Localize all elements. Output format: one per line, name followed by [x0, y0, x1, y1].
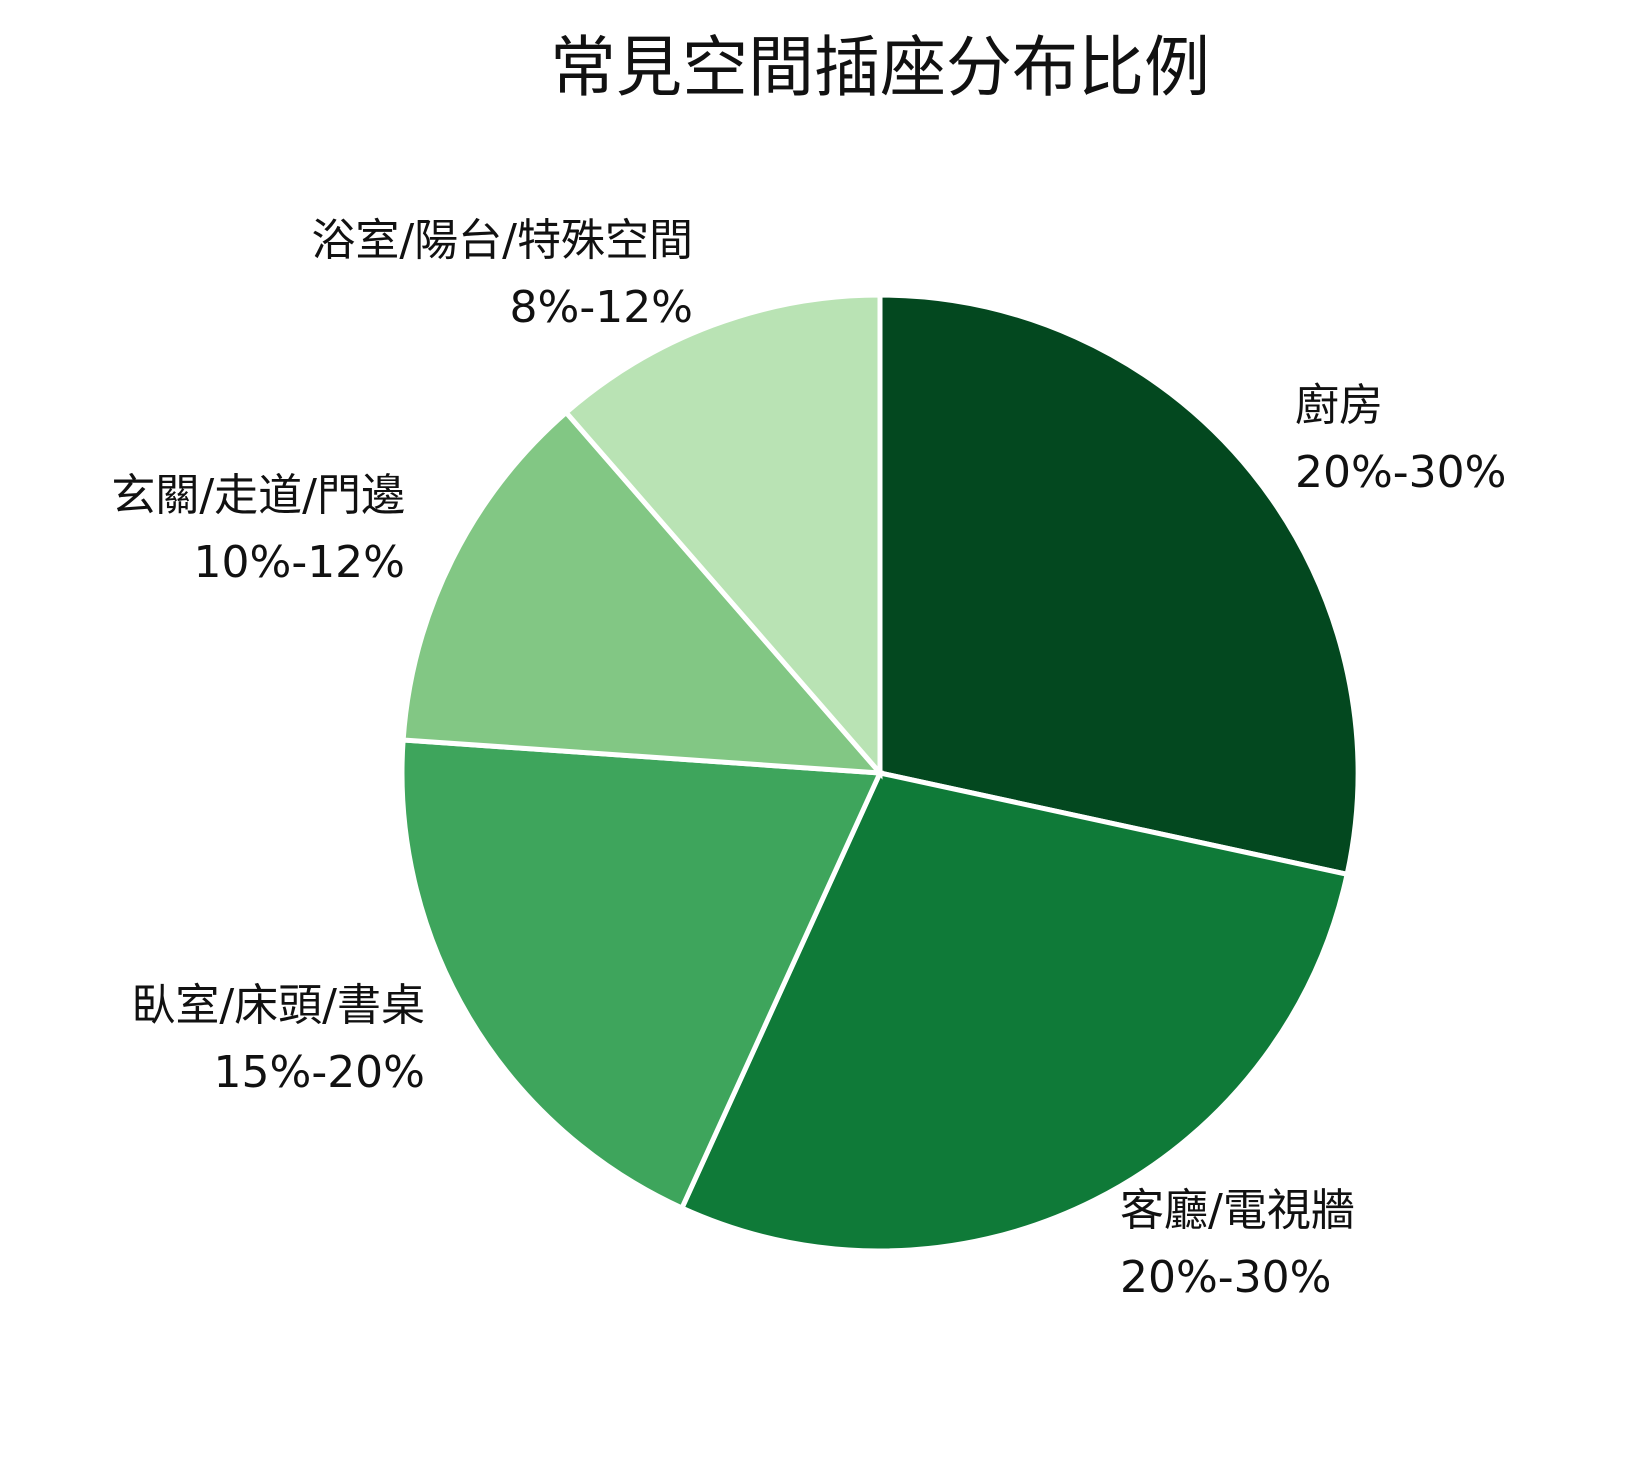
chart-title: 常見空間插座分布比例 — [550, 29, 1210, 106]
slice-range: 20%-30% — [1120, 1252, 1331, 1303]
slice-label: 浴室/陽台/特殊空間 — [311, 215, 693, 266]
pie-slice — [562, 292, 883, 780]
slice-range: 10%-12% — [194, 537, 405, 588]
slice-label: 玄關/走道/門邊 — [111, 470, 405, 521]
slice-range: 8%-12% — [510, 282, 693, 333]
slice-label: 臥室/床頭/書桌 — [131, 980, 425, 1031]
pie-slice — [399, 737, 884, 1212]
slice-range: 15%-20% — [214, 1047, 425, 1098]
pie-slice — [678, 770, 1351, 1254]
pie-slice — [877, 292, 1361, 878]
slice-label: 客廳/電視牆 — [1120, 1185, 1355, 1236]
pie-slice — [400, 408, 886, 776]
slice-label: 廚房 — [1295, 380, 1383, 431]
slice-range: 20%-30% — [1295, 447, 1506, 498]
